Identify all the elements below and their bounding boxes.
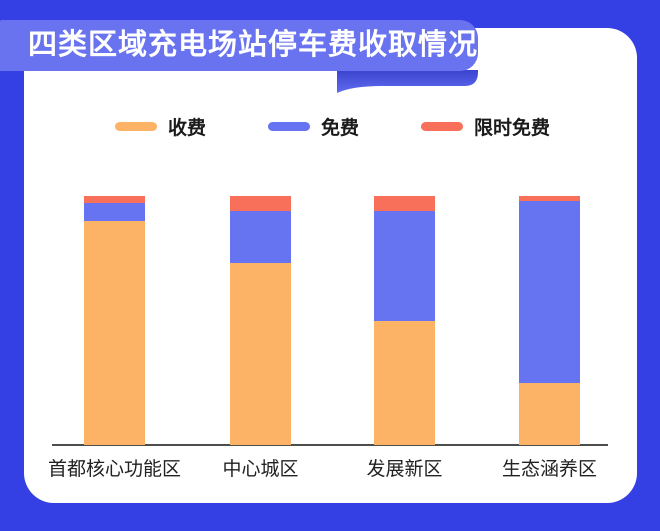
bar-segment-免费 [374,210,435,321]
stacked-bar [374,196,435,445]
chart-legend: 收费 免费 限时免费 [115,113,550,140]
bar-group: 首都核心功能区 [48,196,181,480]
title-banner: 四类区域充电场站停车费收取情况 [0,20,478,71]
limited-free-swatch-icon [421,122,464,131]
bar-segment-免费 [230,210,291,264]
category-label: 中心城区 [222,459,299,480]
bar-segment-免费 [519,200,580,383]
category-label: 发展新区 [366,459,443,480]
legend-item-limited-free: 限时免费 [421,113,550,140]
legend-item-charged: 收费 [115,113,206,140]
bar-segment-限时免费 [230,196,291,211]
page-title: 四类区域充电场站停车费收取情况 [28,29,479,61]
charged-swatch-icon [115,122,157,131]
stacked-bar [519,196,580,445]
bar-group: 生态涵养区 [502,196,597,480]
bar-segment-收费 [519,382,580,445]
category-label: 生态涵养区 [501,459,598,480]
bar-group: 发展新区 [366,196,443,480]
bar-segment-收费 [374,320,435,445]
bar-group: 中心城区 [222,196,299,480]
legend-label-free: 免费 [321,118,360,139]
legend-item-free: 免费 [268,113,359,140]
bar-segment-限时免费 [84,196,145,204]
stacked-bar [84,196,145,445]
banner-tail-shadow-icon [337,70,478,93]
x-axis-line [52,444,608,446]
bar-segment-收费 [84,220,145,445]
legend-label-limited-free: 限时免费 [474,118,551,139]
stacked-bar [230,196,291,445]
legend-label-charged: 收费 [168,118,207,139]
bar-segment-收费 [230,263,291,445]
plot-area: 首都核心功能区 中心城区 发展新区 生态涵养区 [48,196,608,480]
bar-segment-免费 [84,203,145,221]
free-swatch-icon [268,122,311,131]
category-label: 首都核心功能区 [47,459,182,480]
bar-segment-限时免费 [374,196,435,211]
bar-segment-限时免费 [519,196,580,201]
